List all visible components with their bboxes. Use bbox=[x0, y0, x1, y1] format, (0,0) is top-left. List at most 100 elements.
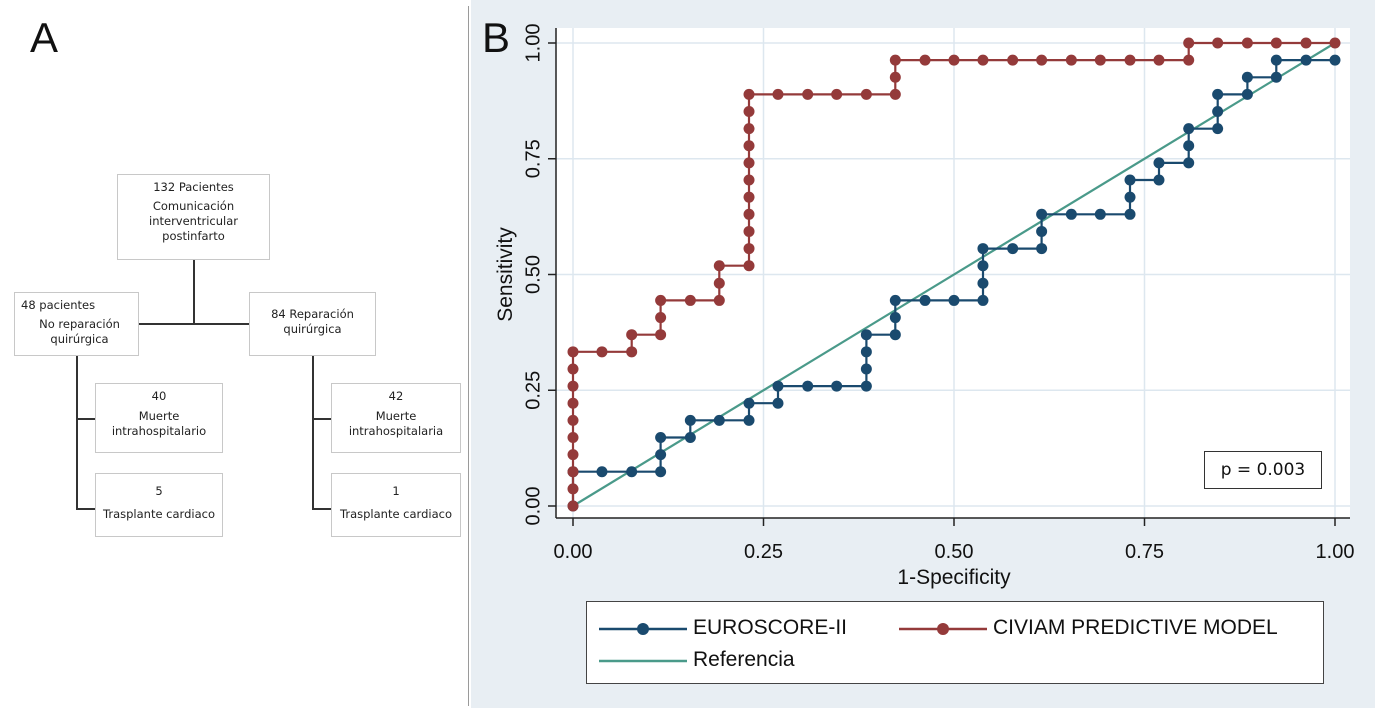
data-point-civiam-predictive-model bbox=[568, 398, 579, 409]
data-point-euroscore-ii bbox=[1125, 192, 1136, 203]
y-tick-label: 0.75 bbox=[522, 139, 544, 178]
data-point-euroscore-ii bbox=[744, 415, 755, 426]
data-point-euroscore-ii bbox=[1183, 140, 1194, 151]
data-point-civiam-predictive-model bbox=[1183, 55, 1194, 66]
data-point-civiam-predictive-model bbox=[802, 89, 813, 100]
data-point-civiam-predictive-model bbox=[626, 329, 637, 340]
data-point-euroscore-ii bbox=[1036, 243, 1047, 254]
data-point-euroscore-ii bbox=[1066, 209, 1077, 220]
data-point-civiam-predictive-model bbox=[861, 89, 872, 100]
x-tick-label: 0.25 bbox=[744, 541, 783, 563]
legend-label-reference: Referencia bbox=[693, 648, 795, 672]
data-point-euroscore-ii bbox=[626, 466, 637, 477]
data-point-euroscore-ii bbox=[1125, 209, 1136, 220]
data-point-euroscore-ii bbox=[1242, 72, 1253, 83]
data-point-euroscore-ii bbox=[861, 381, 872, 392]
data-point-civiam-predictive-model bbox=[596, 346, 607, 357]
data-point-euroscore-ii bbox=[802, 381, 813, 392]
data-point-civiam-predictive-model bbox=[744, 209, 755, 220]
legend-item-reference: Referencia bbox=[595, 646, 895, 674]
data-point-euroscore-ii bbox=[1330, 55, 1341, 66]
data-point-civiam-predictive-model bbox=[568, 449, 579, 460]
legend-swatch-civiam bbox=[895, 614, 991, 642]
data-point-euroscore-ii bbox=[1036, 226, 1047, 237]
data-point-civiam-predictive-model bbox=[920, 55, 931, 66]
y-tick-label: 0.00 bbox=[522, 487, 544, 526]
data-point-civiam-predictive-model bbox=[568, 432, 579, 443]
legend-swatch-euroscore bbox=[595, 614, 691, 642]
data-point-civiam-predictive-model bbox=[890, 72, 901, 83]
data-point-euroscore-ii bbox=[1242, 89, 1253, 100]
y-tick-label: 0.50 bbox=[522, 255, 544, 294]
data-point-civiam-predictive-model bbox=[1212, 38, 1223, 49]
legend-label-euroscore: EUROSCORE-II bbox=[693, 616, 847, 640]
data-point-euroscore-ii bbox=[596, 466, 607, 477]
data-point-civiam-predictive-model bbox=[655, 295, 666, 306]
data-point-civiam-predictive-model bbox=[568, 501, 579, 512]
data-point-civiam-predictive-model bbox=[744, 140, 755, 151]
data-point-civiam-predictive-model bbox=[1036, 55, 1047, 66]
data-point-euroscore-ii bbox=[714, 415, 725, 426]
data-point-civiam-predictive-model bbox=[744, 243, 755, 254]
data-point-civiam-predictive-model bbox=[1095, 55, 1106, 66]
data-point-euroscore-ii bbox=[744, 398, 755, 409]
x-tick-label: 0.00 bbox=[554, 541, 593, 563]
data-point-euroscore-ii bbox=[685, 432, 696, 443]
data-point-civiam-predictive-model bbox=[1066, 55, 1077, 66]
data-point-euroscore-ii bbox=[1301, 55, 1312, 66]
data-point-civiam-predictive-model bbox=[744, 175, 755, 186]
x-tick-label: 1.00 bbox=[1316, 541, 1355, 563]
data-point-euroscore-ii bbox=[1212, 123, 1223, 134]
data-point-civiam-predictive-model bbox=[744, 123, 755, 134]
data-point-euroscore-ii bbox=[890, 312, 901, 323]
data-point-euroscore-ii bbox=[1212, 89, 1223, 100]
data-point-civiam-predictive-model bbox=[568, 381, 579, 392]
data-point-civiam-predictive-model bbox=[568, 415, 579, 426]
data-point-euroscore-ii bbox=[1095, 209, 1106, 220]
data-point-civiam-predictive-model bbox=[1330, 38, 1341, 49]
data-point-euroscore-ii bbox=[1036, 209, 1047, 220]
data-point-civiam-predictive-model bbox=[1183, 38, 1194, 49]
data-point-euroscore-ii bbox=[861, 363, 872, 374]
data-point-euroscore-ii bbox=[977, 260, 988, 271]
data-point-civiam-predictive-model bbox=[714, 278, 725, 289]
data-point-euroscore-ii bbox=[685, 415, 696, 426]
data-point-euroscore-ii bbox=[977, 243, 988, 254]
data-point-euroscore-ii bbox=[1125, 175, 1136, 186]
data-point-civiam-predictive-model bbox=[568, 466, 579, 477]
data-point-civiam-predictive-model bbox=[714, 295, 725, 306]
data-point-civiam-predictive-model bbox=[1153, 55, 1164, 66]
data-point-euroscore-ii bbox=[1183, 157, 1194, 168]
data-point-euroscore-ii bbox=[831, 381, 842, 392]
data-point-euroscore-ii bbox=[772, 381, 783, 392]
data-point-civiam-predictive-model bbox=[655, 312, 666, 323]
data-point-civiam-predictive-model bbox=[949, 55, 960, 66]
panel-b-letter: B bbox=[482, 14, 510, 62]
data-point-euroscore-ii bbox=[890, 295, 901, 306]
legend-swatch-reference bbox=[595, 646, 691, 674]
data-point-euroscore-ii bbox=[655, 432, 666, 443]
data-point-euroscore-ii bbox=[1007, 243, 1018, 254]
data-point-euroscore-ii bbox=[1271, 72, 1282, 83]
data-point-civiam-predictive-model bbox=[1242, 38, 1253, 49]
data-point-civiam-predictive-model bbox=[744, 192, 755, 203]
data-point-euroscore-ii bbox=[861, 346, 872, 357]
data-point-euroscore-ii bbox=[655, 449, 666, 460]
x-axis-label: 1-Specificity bbox=[897, 566, 1011, 589]
data-point-civiam-predictive-model bbox=[772, 89, 783, 100]
data-point-civiam-predictive-model bbox=[977, 55, 988, 66]
data-point-civiam-predictive-model bbox=[1271, 38, 1282, 49]
data-point-euroscore-ii bbox=[1153, 157, 1164, 168]
data-point-civiam-predictive-model bbox=[1007, 55, 1018, 66]
data-point-euroscore-ii bbox=[772, 398, 783, 409]
data-point-euroscore-ii bbox=[949, 295, 960, 306]
data-point-euroscore-ii bbox=[1153, 175, 1164, 186]
data-point-civiam-predictive-model bbox=[744, 89, 755, 100]
data-point-civiam-predictive-model bbox=[1301, 38, 1312, 49]
data-point-euroscore-ii bbox=[977, 278, 988, 289]
data-point-civiam-predictive-model bbox=[1125, 55, 1136, 66]
data-point-civiam-predictive-model bbox=[626, 346, 637, 357]
data-point-civiam-predictive-model bbox=[568, 346, 579, 357]
data-point-civiam-predictive-model bbox=[890, 55, 901, 66]
legend-item-civiam: CIVIAM PREDICTIVE MODEL bbox=[895, 614, 1315, 642]
